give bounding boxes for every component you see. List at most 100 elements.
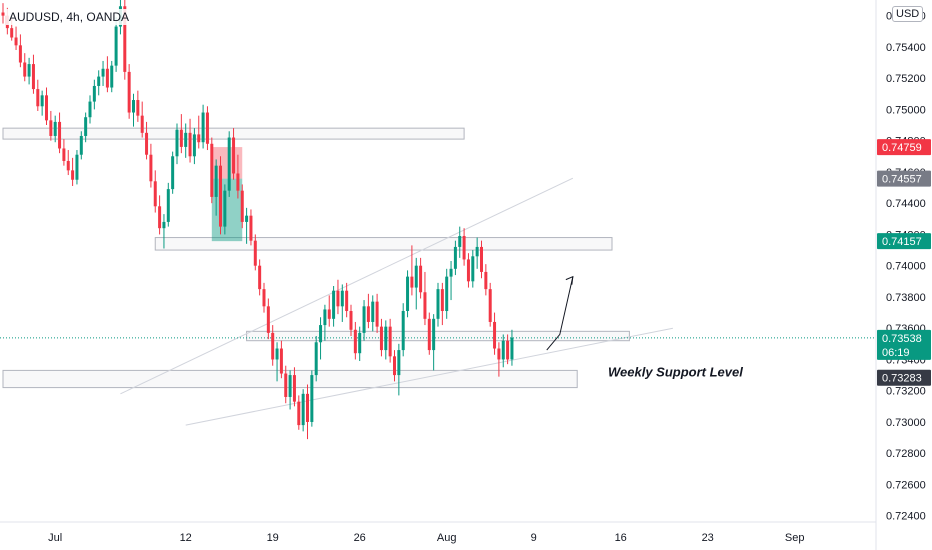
candle-body [192,134,196,157]
price-tag [877,233,931,250]
candle-body [262,289,266,307]
price-tag-label: 0.73538 [882,333,922,345]
candle-body [292,375,296,402]
candle-body [353,329,357,354]
candle-body [245,215,249,222]
candle-body [14,37,18,46]
price-tag-label: 0.74557 [882,174,922,186]
candle-body [153,181,157,207]
projection-arrowhead [565,275,574,285]
candle-body [62,148,66,161]
candle-body [40,95,44,107]
candle-body [432,318,436,351]
y-tick-label: 0.73000 [886,417,926,429]
x-tick-label: Sep [785,532,805,544]
candle-body [345,290,349,312]
candle-body [488,289,492,322]
candle-body [306,393,309,422]
candle-body [466,259,470,282]
x-tick-label: 9 [531,532,537,544]
candle-body [158,206,162,229]
trendline [185,327,673,426]
candle-body [197,134,201,143]
candle-body [123,6,127,72]
candle-body [358,332,362,354]
candle-body [145,132,149,155]
candle-body [140,115,144,133]
x-tick-label: 16 [615,532,627,544]
candle-body [179,129,183,147]
candle-body [388,326,392,357]
y-tick-label: 0.73200 [886,386,926,398]
candle-body [110,65,114,88]
candle-body [475,246,479,257]
candle-body [449,268,453,277]
candle-body [397,350,401,376]
currency-button[interactable]: USD [892,6,924,22]
candle-body [266,306,270,333]
candle-body [240,190,244,222]
candle-body [219,165,222,227]
candle-body [249,215,253,241]
candle-body [366,306,370,322]
candle-body [375,301,379,327]
candle-body [214,165,218,197]
candle-body [436,289,440,319]
candle-body [36,89,40,107]
candle-body [445,276,449,312]
candle-body [510,337,514,360]
candle-body [53,121,57,136]
candle-body [184,132,188,147]
y-tick-label: 0.72600 [886,479,926,491]
candle-body [336,290,340,307]
candle-body [201,112,205,143]
candle-body [362,306,366,333]
candle-body [75,154,79,180]
symbol-title: AUDUSD, 4h, OANDA [6,9,133,25]
price-tag-label: 0.74759 [882,142,922,154]
candle-body [327,309,331,319]
candle-body [31,64,35,90]
y-tick-label: 0.73800 [886,292,926,304]
candle-body [149,154,153,182]
candle-body [323,309,327,326]
candle-body [105,68,109,88]
y-tick-label: 0.74400 [886,198,926,210]
candle-body [253,240,257,266]
candle-body [258,265,262,290]
price-tag-label: 0.73283 [882,373,922,385]
candle-body [471,256,475,282]
x-tick-label: Jul [48,532,62,544]
x-tick-label: Aug [437,532,457,544]
candle-body [71,170,75,180]
countdown-label: 06:19 [882,347,910,359]
candle-body [501,340,505,360]
candle-body [284,373,288,397]
candle-body [114,26,118,66]
candle-body [23,62,27,77]
candle-body [458,235,462,247]
candle-body [275,348,279,360]
x-tick-label: 26 [354,532,366,544]
candle-body [210,143,214,197]
candle-body [79,135,83,155]
candle-body [401,311,405,351]
x-tick-label: 19 [267,532,279,544]
candle-body [440,289,444,312]
projection-path [546,276,574,351]
candle-body [136,100,140,116]
candle-body [205,112,209,144]
candle-body [427,318,431,351]
y-tick-label: 0.72800 [886,448,926,460]
candle-body [393,356,396,376]
y-tick-label: 0.74000 [886,261,926,273]
candle-body [314,342,318,376]
candle-body [453,246,457,269]
candle-body [232,137,236,174]
price-tag [877,170,931,187]
candle-body [18,45,22,63]
candle-body [379,326,383,351]
candle-body [414,265,418,288]
candle-body [175,129,179,157]
